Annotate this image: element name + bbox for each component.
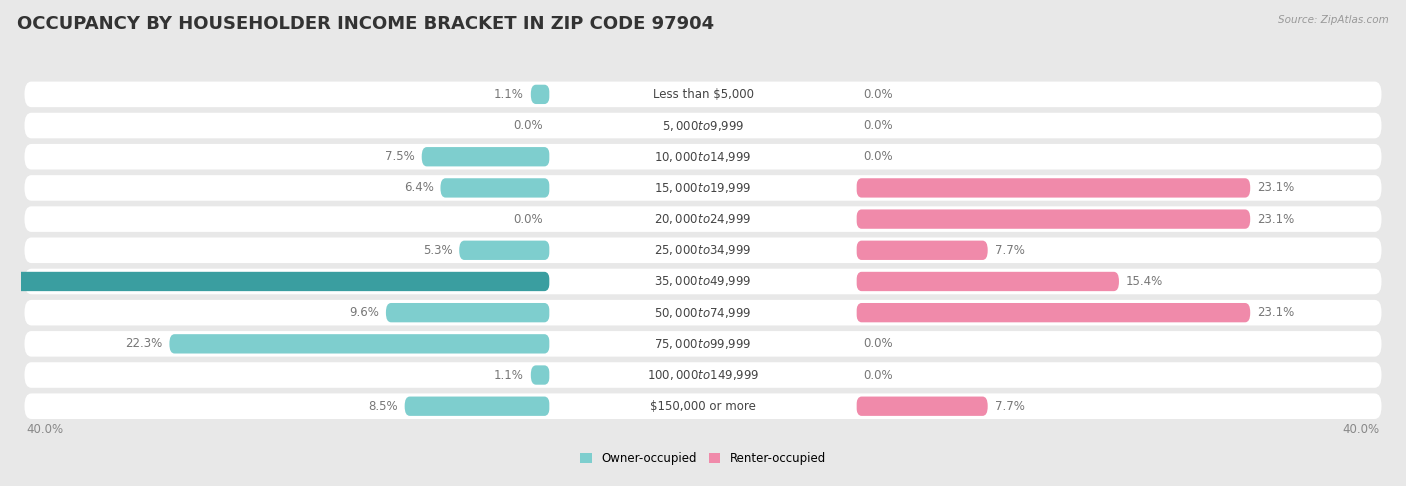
FancyBboxPatch shape <box>550 178 856 198</box>
FancyBboxPatch shape <box>856 397 987 416</box>
FancyBboxPatch shape <box>856 209 1250 229</box>
FancyBboxPatch shape <box>550 241 856 260</box>
Text: 6.4%: 6.4% <box>404 181 433 194</box>
Text: 7.7%: 7.7% <box>994 244 1025 257</box>
Text: $15,000 to $19,999: $15,000 to $19,999 <box>654 181 752 195</box>
Text: 40.0%: 40.0% <box>1343 423 1379 436</box>
FancyBboxPatch shape <box>24 269 1382 294</box>
FancyBboxPatch shape <box>385 303 550 322</box>
Text: 0.0%: 0.0% <box>863 337 893 350</box>
FancyBboxPatch shape <box>460 241 550 260</box>
FancyBboxPatch shape <box>550 365 856 385</box>
Text: 22.3%: 22.3% <box>125 337 163 350</box>
FancyBboxPatch shape <box>24 331 1382 357</box>
FancyBboxPatch shape <box>550 209 856 229</box>
Text: $100,000 to $149,999: $100,000 to $149,999 <box>647 368 759 382</box>
FancyBboxPatch shape <box>550 397 856 416</box>
FancyBboxPatch shape <box>24 82 1382 107</box>
FancyBboxPatch shape <box>0 272 550 291</box>
Text: $75,000 to $99,999: $75,000 to $99,999 <box>654 337 752 351</box>
Text: 1.1%: 1.1% <box>494 368 524 382</box>
FancyBboxPatch shape <box>550 85 856 104</box>
FancyBboxPatch shape <box>550 334 856 353</box>
Text: $50,000 to $74,999: $50,000 to $74,999 <box>654 306 752 320</box>
Text: 7.5%: 7.5% <box>385 150 415 163</box>
Text: $5,000 to $9,999: $5,000 to $9,999 <box>662 119 744 133</box>
Text: 0.0%: 0.0% <box>863 119 893 132</box>
Text: Less than $5,000: Less than $5,000 <box>652 88 754 101</box>
FancyBboxPatch shape <box>550 272 856 291</box>
Text: 23.1%: 23.1% <box>1257 306 1295 319</box>
Text: 0.0%: 0.0% <box>513 212 543 226</box>
FancyBboxPatch shape <box>440 178 550 198</box>
Text: 40.0%: 40.0% <box>27 423 63 436</box>
Text: 9.6%: 9.6% <box>349 306 380 319</box>
FancyBboxPatch shape <box>856 241 987 260</box>
FancyBboxPatch shape <box>550 116 856 135</box>
Text: 23.1%: 23.1% <box>1257 212 1295 226</box>
Text: OCCUPANCY BY HOUSEHOLDER INCOME BRACKET IN ZIP CODE 97904: OCCUPANCY BY HOUSEHOLDER INCOME BRACKET … <box>17 15 714 33</box>
FancyBboxPatch shape <box>24 300 1382 326</box>
Text: 0.0%: 0.0% <box>863 88 893 101</box>
Text: $35,000 to $49,999: $35,000 to $49,999 <box>654 275 752 289</box>
Text: 5.3%: 5.3% <box>423 244 453 257</box>
Text: 7.7%: 7.7% <box>994 399 1025 413</box>
Text: $150,000 or more: $150,000 or more <box>650 399 756 413</box>
FancyBboxPatch shape <box>405 397 550 416</box>
Text: 0.0%: 0.0% <box>863 368 893 382</box>
FancyBboxPatch shape <box>24 238 1382 263</box>
FancyBboxPatch shape <box>550 147 856 166</box>
FancyBboxPatch shape <box>531 365 550 385</box>
FancyBboxPatch shape <box>856 178 1250 198</box>
FancyBboxPatch shape <box>422 147 550 166</box>
FancyBboxPatch shape <box>24 394 1382 419</box>
FancyBboxPatch shape <box>24 207 1382 232</box>
FancyBboxPatch shape <box>24 113 1382 139</box>
Text: 15.4%: 15.4% <box>1126 275 1163 288</box>
Text: 23.1%: 23.1% <box>1257 181 1295 194</box>
Text: 8.5%: 8.5% <box>368 399 398 413</box>
FancyBboxPatch shape <box>856 303 1250 322</box>
Text: $20,000 to $24,999: $20,000 to $24,999 <box>654 212 752 226</box>
FancyBboxPatch shape <box>24 144 1382 170</box>
FancyBboxPatch shape <box>169 334 550 353</box>
FancyBboxPatch shape <box>531 85 550 104</box>
Text: 0.0%: 0.0% <box>513 119 543 132</box>
Legend: Owner-occupied, Renter-occupied: Owner-occupied, Renter-occupied <box>579 452 827 465</box>
FancyBboxPatch shape <box>24 175 1382 201</box>
Text: 1.1%: 1.1% <box>494 88 524 101</box>
Text: $25,000 to $34,999: $25,000 to $34,999 <box>654 243 752 257</box>
Text: Source: ZipAtlas.com: Source: ZipAtlas.com <box>1278 15 1389 25</box>
FancyBboxPatch shape <box>24 362 1382 388</box>
Text: 0.0%: 0.0% <box>863 150 893 163</box>
FancyBboxPatch shape <box>550 303 856 322</box>
Text: $10,000 to $14,999: $10,000 to $14,999 <box>654 150 752 164</box>
FancyBboxPatch shape <box>856 272 1119 291</box>
